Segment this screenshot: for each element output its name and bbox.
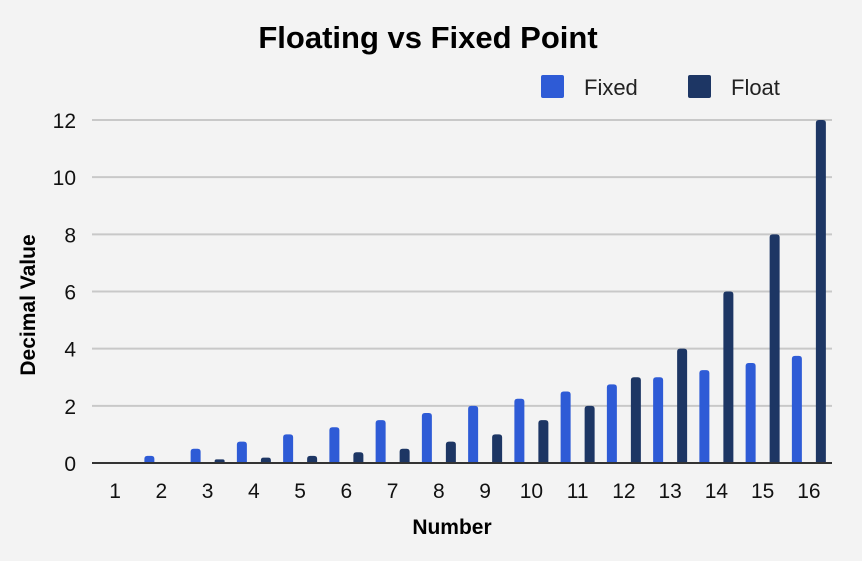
- legend-swatch-fixed: [541, 75, 564, 98]
- bar-float: [677, 348, 688, 463]
- y-tick-label: 4: [64, 339, 76, 362]
- bar-float: [353, 452, 364, 463]
- bar-float: [492, 434, 503, 463]
- bar-float: [723, 291, 734, 463]
- bar-float: [769, 234, 780, 463]
- bar-fixed: [514, 398, 525, 463]
- x-tick-label: 8: [433, 480, 445, 503]
- x-tick-label: 4: [248, 480, 260, 503]
- y-axis-ticks: 0 2 4 6 8 10 12: [53, 110, 77, 476]
- x-tick-label: 7: [387, 480, 399, 503]
- bar-float: [307, 455, 318, 463]
- bar-float: [538, 420, 549, 463]
- y-tick-label: 12: [53, 110, 76, 133]
- bar-float: [399, 448, 410, 463]
- x-tick-label: 5: [294, 480, 306, 503]
- legend-label-fixed: Fixed: [584, 75, 638, 100]
- bar-fixed: [606, 384, 617, 463]
- bar-float: [630, 377, 641, 463]
- legend: Fixed Float: [541, 75, 780, 100]
- chart-title: Floating vs Fixed Point: [258, 20, 597, 55]
- x-tick-label: 10: [520, 480, 543, 503]
- bar-fixed: [421, 412, 432, 463]
- bar-fixed: [329, 427, 340, 463]
- gridlines: [92, 119, 832, 407]
- x-tick-label: 9: [479, 480, 491, 503]
- x-axis-title: Number: [412, 516, 491, 539]
- bar-fixed: [560, 391, 571, 463]
- x-tick-label: 6: [341, 480, 353, 503]
- x-axis-ticks: 1 2 3 4 5 6 7 8 9 10 11 12 13 14 15 16: [109, 480, 820, 503]
- bar-float: [445, 441, 456, 463]
- x-tick-label: 12: [612, 480, 635, 503]
- bar-fixed: [144, 455, 155, 463]
- y-axis-title: Decimal Value: [17, 234, 40, 375]
- bar-fixed: [236, 441, 247, 463]
- legend-swatch-float: [688, 75, 711, 98]
- bars: [144, 120, 826, 463]
- x-tick-label: 15: [751, 480, 774, 503]
- bar-fixed: [653, 377, 664, 463]
- y-tick-label: 2: [64, 396, 76, 419]
- bar-fixed: [699, 370, 710, 463]
- y-tick-label: 0: [64, 453, 76, 476]
- bar-fixed: [791, 355, 802, 463]
- bar-fixed: [468, 405, 479, 463]
- x-tick-label: 16: [797, 480, 820, 503]
- x-tick-label: 1: [109, 480, 121, 503]
- x-tick-label: 14: [705, 480, 729, 503]
- x-tick-label: 11: [567, 480, 589, 503]
- y-tick-label: 6: [64, 282, 76, 305]
- y-tick-label: 8: [64, 224, 76, 247]
- bar-float: [815, 120, 826, 463]
- y-tick-label: 10: [53, 167, 76, 190]
- x-tick-label: 13: [658, 480, 681, 503]
- bar-fixed: [283, 434, 294, 463]
- bar-float: [584, 405, 595, 463]
- x-tick-label: 3: [202, 480, 214, 503]
- bar-fixed: [745, 362, 756, 463]
- bar-fixed: [190, 448, 201, 463]
- bar-fixed: [375, 420, 386, 463]
- x-tick-label: 2: [156, 480, 168, 503]
- bar-float: [260, 457, 271, 463]
- legend-label-float: Float: [731, 75, 780, 100]
